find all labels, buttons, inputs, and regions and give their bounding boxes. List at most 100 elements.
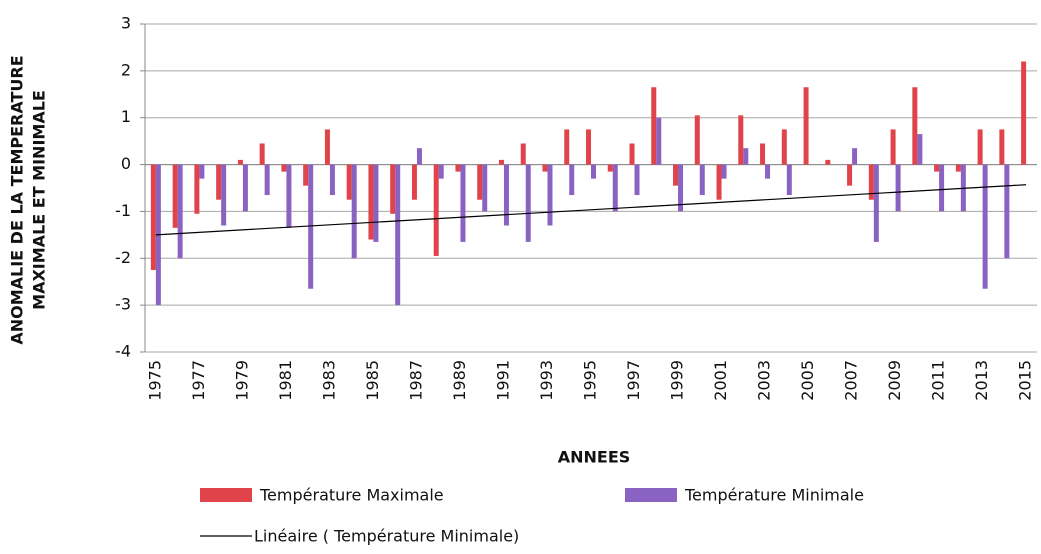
x-tick-label: 1999 [668,360,687,401]
x-tick-label: 2011 [929,360,948,401]
bar [547,164,553,226]
bar [455,164,461,172]
bar [390,164,396,214]
x-tick-label: 1983 [319,360,338,401]
bar [281,164,287,172]
legend-label: Température Minimale [684,486,864,505]
bar [1004,164,1010,259]
x-tick-label: 2015 [1016,360,1035,401]
bar [324,129,330,165]
x-tick-label: 1985 [363,360,382,401]
x-tick-label: 1993 [537,360,556,401]
bar [569,164,575,196]
bar [368,164,374,240]
bar [743,148,749,165]
bar [346,164,352,200]
bar [221,164,227,226]
bar [498,159,504,165]
bar [586,129,591,165]
bar [939,164,945,212]
bar [242,164,248,212]
x-axis-title: ANNEES [558,448,631,467]
bar [982,164,988,289]
y-axis-title: ANOMALIE DE LA TEMPERATURE [8,55,27,344]
bar [852,148,858,165]
bar [721,164,727,179]
y-tick-label: -2 [115,248,131,267]
bar [286,164,292,228]
trend-line [155,184,1027,236]
bar [868,164,874,200]
bar [786,164,792,196]
legend-label: Linéaire ( Température Minimale) [254,527,519,546]
bar [955,164,961,172]
bar [477,164,483,200]
bar [912,87,918,165]
bar [716,164,722,200]
bar [1021,61,1027,165]
bar [503,164,509,226]
x-tick-label: 1975 [145,360,164,401]
x-tick-label: 1977 [189,360,208,401]
bar [177,164,183,259]
x-tick-label: 2005 [798,360,817,401]
bar [999,129,1005,165]
legend-label: Température Maximale [259,486,444,505]
bar [612,164,618,212]
bar [895,164,901,212]
bar [351,164,357,259]
bar [847,164,853,186]
y-tick-label: 0 [121,154,131,173]
bar [934,164,940,172]
bar [395,164,401,306]
bar [651,87,657,165]
bar [765,164,771,179]
x-tick-label: 2003 [755,360,774,401]
x-tick-label: 1989 [450,360,469,401]
bar [760,143,766,165]
x-tick-label: 1991 [493,360,512,401]
bar [564,129,570,165]
x-tick-label: 1997 [624,360,643,401]
bar [259,143,265,165]
bar [656,117,662,165]
bar [678,164,684,212]
bar [825,159,831,165]
bar [803,87,809,165]
bar [890,129,896,165]
bar [438,164,444,179]
y-tick-label: 2 [121,60,131,79]
bar [525,164,531,242]
x-tick-label: 1995 [581,360,600,401]
bar [673,164,679,186]
bar [264,164,270,196]
bar [216,164,222,200]
bar [411,164,417,200]
bar [542,164,548,172]
x-tick-label: 2007 [842,360,861,401]
bar [629,143,635,165]
x-tick-label: 1979 [232,360,251,401]
bar [482,164,488,212]
y-tick-label: 3 [121,14,131,33]
bar [781,129,787,165]
bar [172,164,178,228]
bar [738,115,744,165]
bar [607,164,613,172]
y-tick-label: -4 [115,342,131,361]
x-tick-label: 2013 [972,360,991,401]
y-tick-label: -1 [115,201,131,220]
y-tick-label: -3 [115,295,131,314]
bar [634,164,640,196]
bar [694,115,700,165]
bar [520,143,526,165]
bar [977,129,983,165]
bar [591,164,596,179]
x-tick-label: 2001 [711,360,730,401]
bar [237,159,243,165]
bar [917,134,923,165]
bar [460,164,466,242]
bar [373,164,379,242]
bar [199,164,205,179]
